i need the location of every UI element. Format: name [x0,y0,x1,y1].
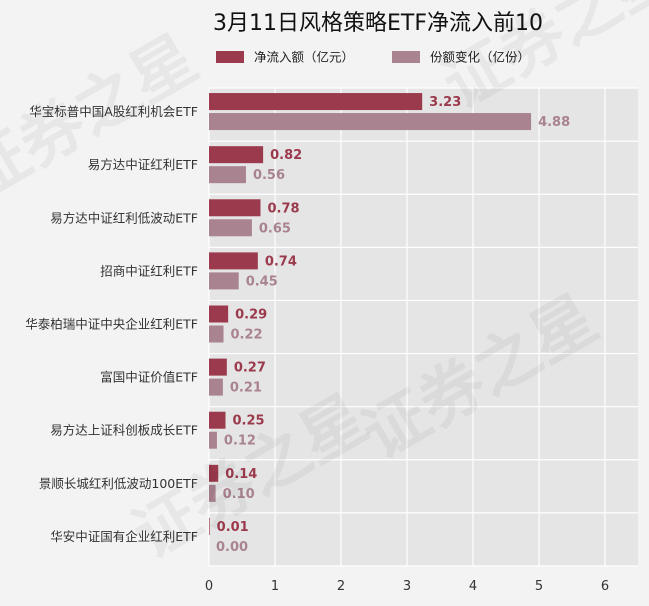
data-label: 0.14 [225,467,257,482]
category-label: 易方达中证红利ETF [88,157,198,172]
x-tick-label: 1 [271,579,279,594]
x-tick-label: 5 [535,579,543,594]
category-label: 易方达中证红利低波动ETF [50,210,198,225]
bar-share-change [209,166,246,184]
legend-swatch [216,51,244,63]
category-label: 易方达上证科创板成长ETF [50,423,198,438]
data-label: 0.21 [230,381,262,396]
x-tick-label: 4 [469,579,477,594]
x-tick-label: 3 [403,579,411,594]
bar-share-change [209,113,532,131]
data-label: 0.01 [217,520,249,535]
bar-share-change [209,325,224,343]
data-label: 3.23 [429,95,461,110]
bar-share-change [209,484,216,502]
data-label: 0.12 [224,434,256,449]
x-tick-label: 2 [337,579,345,594]
bar-net-inflow [209,358,227,376]
data-label: 0.56 [253,168,285,183]
data-label: 0.65 [259,221,291,236]
category-label: 景顺长城红利低波动100ETF [39,476,198,491]
bar-net-inflow [209,305,229,323]
category-label: 招商中证红利ETF [100,263,198,278]
bar-share-change [209,378,223,396]
data-label: 0.22 [231,328,263,343]
data-label: 0.25 [233,414,265,429]
x-tick-label: 6 [601,579,609,594]
bar-net-inflow [209,252,258,270]
data-label: 0.29 [235,308,267,323]
data-label: 0.27 [234,361,266,376]
bar-net-inflow [209,464,219,482]
bar-net-inflow [209,146,264,164]
data-label: 0.00 [216,540,248,555]
data-label: 0.78 [267,201,299,216]
category-label: 华宝标普中国A股红利机会ETF [29,104,198,119]
x-tick-label: 0 [205,579,213,594]
data-label: 0.10 [223,487,255,502]
bar-net-inflow [209,199,261,217]
chart-title: 3月11日风格策略ETF净流入前10 [213,11,543,36]
bar-share-change [209,272,239,290]
category-label: 富国中证价值ETF [100,370,198,385]
bar-share-change [209,431,217,449]
bar-net-inflow [209,93,423,111]
data-label: 0.74 [265,254,297,269]
data-label: 4.88 [538,115,570,130]
legend-entry: 份额变化（亿份） [430,50,530,65]
data-label: 0.82 [270,148,302,163]
plot-background [209,88,638,566]
legend-swatch [392,51,420,63]
data-label: 0.45 [246,274,278,289]
bar-net-inflow [209,411,226,429]
bar-net-inflow [209,517,210,535]
category-label: 华泰柏瑞中证中央企业红利ETF [25,317,198,332]
category-label: 华安中证国有企业红利ETF [50,529,198,544]
legend-entry: 净流入额（亿元） [254,50,354,65]
bar-share-change [209,219,252,237]
